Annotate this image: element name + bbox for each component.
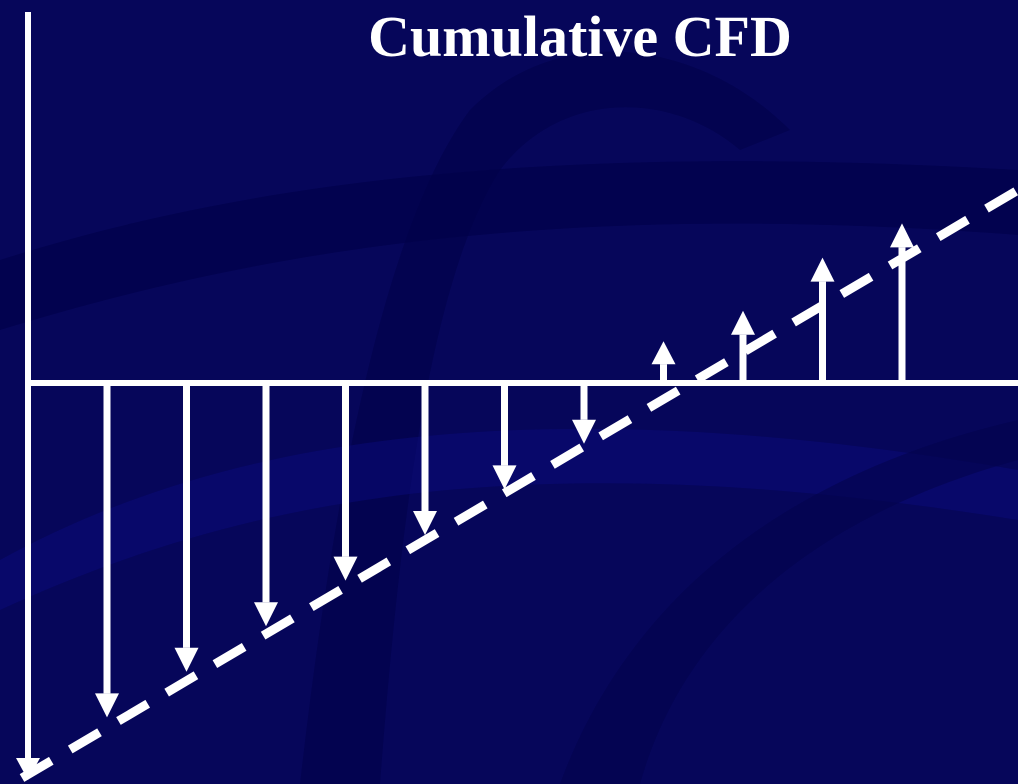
arrow-head [95,693,119,718]
arrow-head [492,465,517,490]
arrow-head [890,223,914,248]
cash-flow-arrows [95,223,914,718]
cash-flow-arrow-2 [174,383,199,672]
arrow-head [333,556,358,581]
cash-flow-arrow-5 [413,383,437,535]
arrow-head [651,341,676,365]
cash-flow-arrow-8 [651,341,676,383]
vertical-axis-arrowhead [16,758,40,780]
cash-flow-arrow-1 [95,383,119,718]
cash-flow-arrow-10 [810,257,835,383]
arrow-head [731,310,755,335]
slide-title: Cumulative CFD [368,4,792,69]
arrow-head [254,602,278,627]
cash-flow-arrow-6 [492,383,517,490]
cash-flow-arrow-11 [890,223,914,383]
arrow-head [174,647,199,672]
cash-flow-arrow-3 [254,383,278,627]
cash-flow-arrow-4 [333,383,358,581]
arrow-head [572,419,596,444]
cumulative-trend-line [19,186,1018,782]
arrow-head [413,511,437,535]
arrow-head [810,257,835,282]
cash-flow-arrow-7 [572,383,596,444]
cash-flow-arrow-9 [731,310,755,383]
